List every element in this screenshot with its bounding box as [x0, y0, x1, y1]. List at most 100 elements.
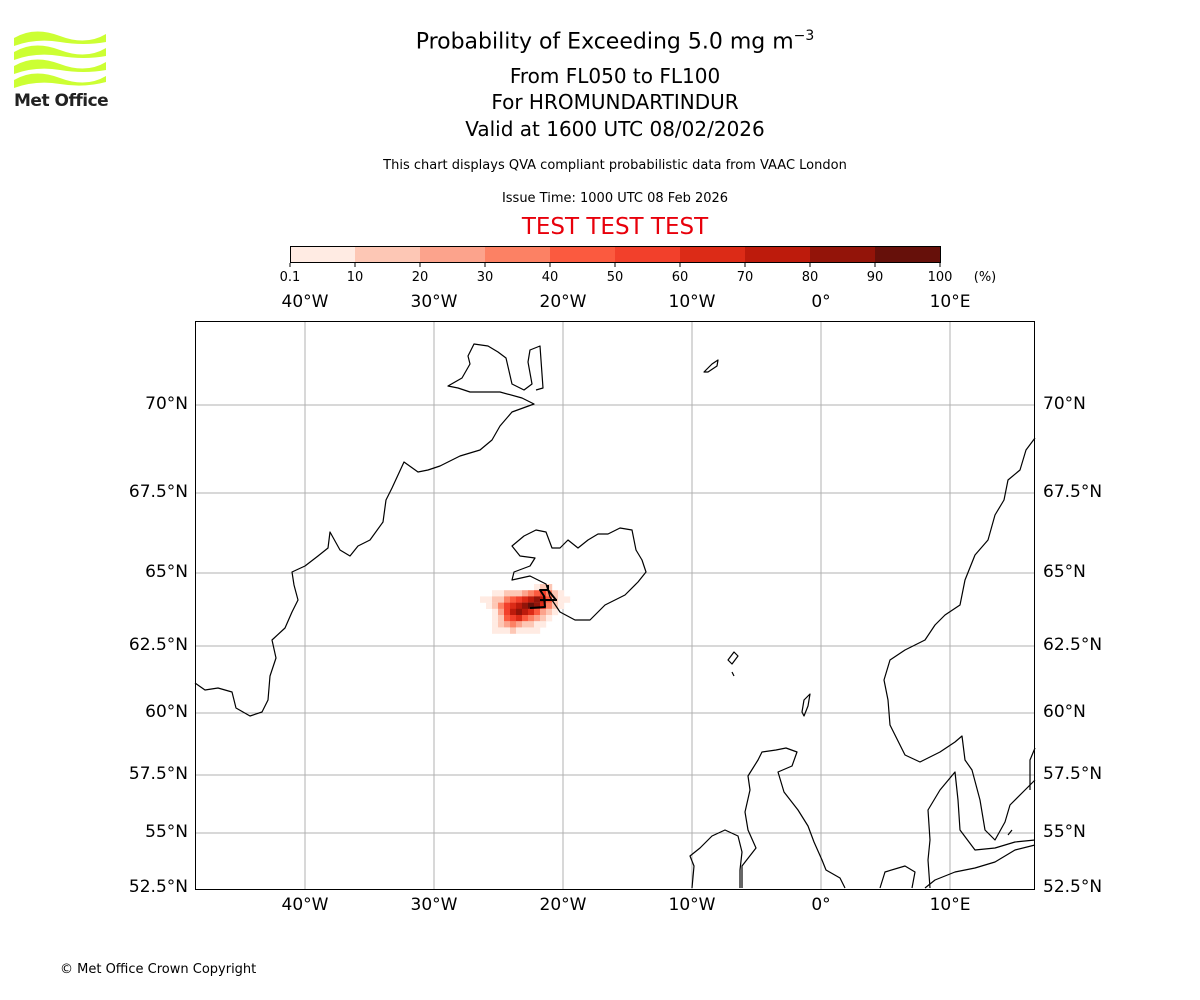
probability-cell — [528, 627, 535, 634]
probability-cell — [540, 621, 547, 628]
colorbar-swatch — [420, 246, 485, 263]
probability-cell — [516, 615, 523, 622]
probability-cell — [510, 596, 517, 603]
probability-cell — [528, 596, 535, 603]
probability-cell — [504, 602, 511, 609]
colorbar-label: 90 — [866, 270, 884, 285]
right-lat-label: 55°N — [1043, 822, 1086, 842]
probability-cell — [492, 602, 499, 609]
probability-cell — [504, 590, 511, 597]
copyright: © Met Office Crown Copyright — [60, 962, 257, 977]
right-lat-label: 67.5°N — [1043, 482, 1103, 502]
probability-cell — [534, 584, 541, 591]
probability-cell — [540, 615, 547, 622]
probability-cell — [540, 584, 547, 591]
probability-cell — [510, 608, 517, 616]
probability-cell — [516, 608, 523, 616]
right-lat-label: 70°N — [1043, 394, 1086, 414]
probability-cell — [498, 621, 505, 628]
probability-cell — [564, 596, 571, 603]
colorbar-label: 20 — [411, 270, 429, 285]
volcano-contour — [529, 585, 557, 609]
probability-cell — [510, 621, 517, 628]
ireland-coastline — [689, 829, 743, 889]
probability-cell — [528, 590, 535, 597]
probability-cell — [504, 615, 511, 622]
right-lat-label: 57.5°N — [1043, 764, 1103, 784]
probability-cell — [546, 602, 553, 609]
faroe-coastline — [727, 651, 739, 677]
probability-cell — [528, 608, 535, 616]
colorbar-label: 0.1 — [279, 270, 301, 285]
colorbar-label: 40 — [541, 270, 559, 285]
colorbar-label: 100 — [927, 270, 953, 285]
colorbar-swatch — [485, 246, 550, 263]
colorbar-swatch — [355, 246, 420, 263]
probability-cell — [510, 615, 517, 622]
probability-cell — [492, 596, 499, 603]
probability-cell — [534, 615, 541, 622]
probability-cell — [558, 590, 565, 597]
logo-text: Met Office — [14, 91, 109, 111]
colorbar-swatch — [550, 246, 615, 263]
probability-cell — [480, 596, 487, 603]
probability-cell — [504, 596, 511, 603]
probability-cell — [522, 621, 529, 628]
probability-cell — [528, 602, 535, 609]
probability-cell — [546, 584, 553, 591]
chart-title: Probability of Exceeding 5.0 mg m−3 — [0, 28, 1200, 54]
probability-cell — [510, 590, 517, 597]
probability-cell — [516, 596, 523, 603]
probability-cell — [558, 602, 565, 609]
top-lon-label: 0° — [811, 292, 831, 312]
top-lon-label: 40°W — [281, 292, 329, 312]
probability-cell — [522, 602, 529, 609]
probability-cell — [540, 602, 547, 609]
probability-cell — [552, 608, 559, 616]
probability-cell — [498, 608, 505, 616]
probability-cell — [534, 596, 541, 603]
colorbar-unit: (%) — [973, 270, 997, 285]
probability-cell — [492, 615, 499, 622]
colorbar-label: 60 — [671, 270, 689, 285]
probability-cell — [504, 621, 511, 628]
probability-cell — [492, 621, 499, 628]
probability-cell — [504, 608, 511, 616]
bottom-lon-label: 40°W — [281, 895, 329, 915]
right-lat-label: 52.5°N — [1043, 877, 1103, 897]
right-lat-label: 65°N — [1043, 562, 1086, 582]
probability-cell — [498, 615, 505, 622]
probability-cell — [540, 608, 547, 616]
probability-cell — [522, 596, 529, 603]
probability-cell — [492, 627, 499, 634]
probability-cell — [522, 615, 529, 622]
colorbar-label: 70 — [736, 270, 754, 285]
colorbar — [289, 246, 941, 267]
volcano-name: For HROMUNDARTINDUR — [491, 90, 739, 114]
issue-time: Issue Time: 1000 UTC 08 Feb 2026 — [501, 191, 729, 206]
bottom-lon-label: 0° — [811, 895, 831, 915]
colorbar-swatch — [290, 246, 355, 263]
probability-cell — [534, 608, 541, 616]
colorbar-swatch — [680, 246, 745, 263]
valid-time: Valid at 1600 UTC 08/02/2026 — [465, 117, 765, 141]
top-lon-label: 30°W — [410, 292, 458, 312]
left-lat-label: 62.5°N — [128, 635, 188, 655]
left-lat-label: 70°N — [145, 394, 188, 414]
probability-cell — [558, 596, 565, 603]
probability-cell — [516, 602, 523, 609]
scotland-coastline — [741, 747, 846, 889]
top-lon-label: 20°W — [539, 292, 587, 312]
probability-cell — [522, 627, 529, 634]
test-banner: TEST TEST TEST — [521, 214, 709, 240]
iceland-coastline — [511, 527, 647, 621]
probability-cell — [486, 602, 493, 609]
title-superscript: −3 — [793, 28, 815, 44]
left-lat-label: 67.5°N — [128, 482, 188, 502]
probability-cell — [552, 602, 559, 609]
probability-cell — [504, 627, 511, 634]
colorbar-label: 80 — [801, 270, 819, 285]
right-lat-label: 62.5°N — [1043, 635, 1103, 655]
probability-cell — [552, 590, 559, 597]
